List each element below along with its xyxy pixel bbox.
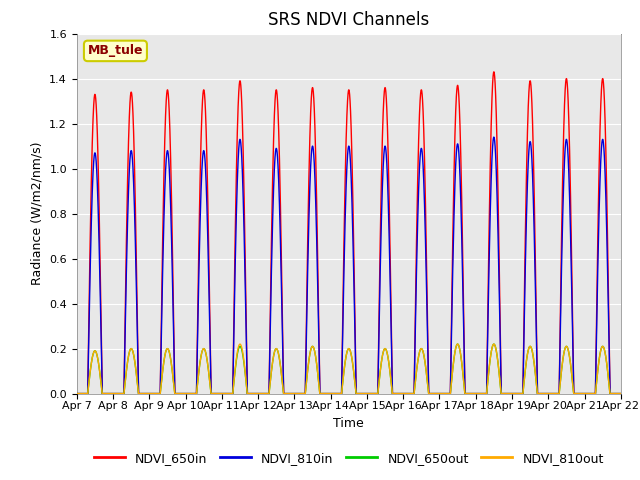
Legend: NDVI_650in, NDVI_810in, NDVI_650out, NDVI_810out: NDVI_650in, NDVI_810in, NDVI_650out, NDV… — [89, 447, 609, 469]
Text: MB_tule: MB_tule — [88, 44, 143, 58]
Title: SRS NDVI Channels: SRS NDVI Channels — [268, 11, 429, 29]
Y-axis label: Radiance (W/m2/nm/s): Radiance (W/m2/nm/s) — [31, 142, 44, 285]
X-axis label: Time: Time — [333, 417, 364, 430]
